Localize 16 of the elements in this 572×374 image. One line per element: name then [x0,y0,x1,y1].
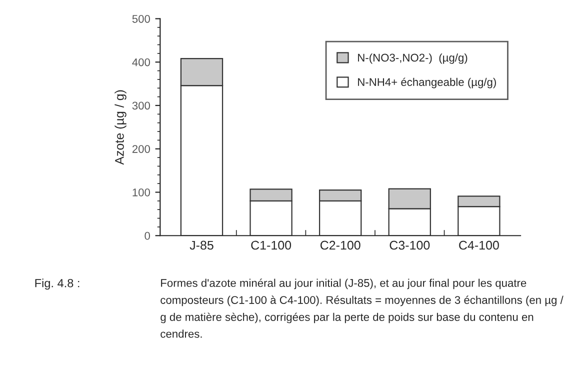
x-tick-label: C1-100 [251,240,292,250]
x-tick-label: C2-100 [320,240,360,250]
legend-label: N-NH4+ échangeable (µg/g) [358,78,496,88]
y-axis-title: Azote (µg / g) [114,90,126,165]
y-tick-label: 100 [132,188,150,196]
y-tick-label: 400 [132,58,150,66]
y-tick-label: 0 [144,232,150,240]
text: Formes d'azote minéral au jour initial (J-85), et au jour final pour les quatre composteurs (C1-100 à C4-100). Résultats = moyennes de 3 échantillons (en µg / g de matière sèche), corrigées par la perte de poids sur base du contenu en cendres. [160,278,564,338]
x-tick-label: C4-100 [459,240,499,250]
y-tick-label: 500 [132,14,150,23]
legend-label: N-(NO3-,NO2-) (µg/g) [358,53,468,64]
y-tick-label: 300 [132,102,150,110]
y-tick-label: 200 [132,145,150,153]
x-tick-label: C3-100 [390,240,430,250]
caption: Fig. 4.8 : [35,278,80,290]
x-tick-label: J-85 [190,240,214,250]
